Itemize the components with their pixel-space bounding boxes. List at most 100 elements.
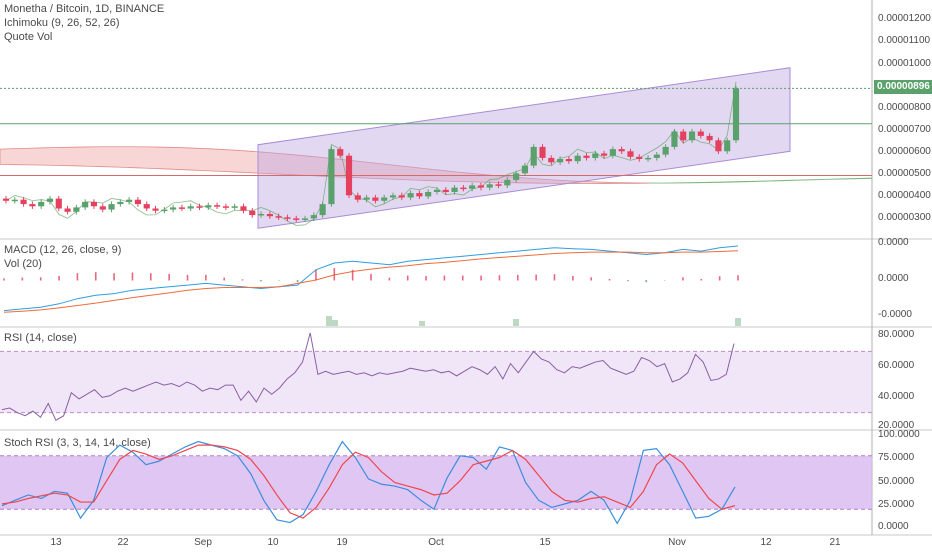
candle-body [73,207,80,212]
candle-body [451,187,458,192]
macd-histogram-bar [443,275,446,281]
regression-channel [257,67,791,229]
price-tick-label: 0.00000300 [878,212,931,223]
candle-body [143,204,150,209]
macd-histogram-bar [627,280,629,282]
price-tick-label: 0.00001100 [878,35,931,46]
stoch-tick-label: 100.0000 [878,429,920,440]
macd-histogram-bar [590,277,592,281]
candle-body [521,165,528,174]
candle-body [600,153,608,156]
candle-body [389,195,397,198]
candle-body [319,204,326,216]
macd-histogram-bar [168,273,170,281]
candle-body [108,204,115,210]
candle-body [354,195,361,200]
candle-body [530,146,537,166]
candle-body [117,201,124,205]
candle-body [504,179,511,186]
macd-histogram-bar [205,274,207,281]
candle-body [293,218,300,220]
candle-body [20,199,27,205]
candle-body [495,184,502,186]
macd-histogram-bar [131,272,134,281]
candle-body [539,146,546,158]
symbol-title: Monetha / Bitcoin, 1D, BINANCE [4,3,165,15]
macd-histogram-bar [113,273,115,281]
x-tick-label: 21 [829,537,841,548]
stoch-band [0,455,872,510]
macd-histogram-bar [406,275,409,281]
candle-body [460,187,467,190]
candle-body [178,207,185,209]
x-tick-label: 10 [267,537,279,548]
candle-body [688,131,696,141]
x-tick-label: Sep [194,537,212,548]
candle-body [231,206,238,208]
candle-body [214,205,221,207]
macd-histogram-bar [663,280,666,281]
candle-body [249,210,256,216]
x-tick-label: 13 [50,537,62,548]
candle-body [609,149,616,156]
candle-body [337,149,344,156]
rsi-band [0,351,872,413]
macd-histogram-bar [223,277,225,281]
candle-body [99,206,106,210]
candle-body [152,208,159,211]
candle-body [301,218,309,220]
macd-histogram-bar [58,275,60,281]
candle-body [372,197,379,201]
macd-histogram-bar [333,268,336,281]
macd-histogram-bar [572,275,574,281]
macd-histogram-bar [461,275,464,281]
candle-body [134,199,142,205]
ichimoku-legend: Ichimoku (9, 26, 52, 26) [4,17,120,29]
macd-histogram-bar [186,274,189,281]
macd-histogram-bar [535,274,537,281]
macd-histogram-bar [296,280,299,283]
macd-histogram-bar [39,277,42,281]
rsi-tick-label: 40.0000 [878,391,915,402]
macd-histogram-bar [608,278,611,281]
stoch-series-line [1,444,736,519]
candle-body [196,206,203,208]
candle-body [644,157,652,160]
rsi-tick-label: 60.0000 [878,360,915,371]
candle-body [442,189,449,192]
ichimoku-cloud-bullish [649,177,873,184]
last-price-badge: 0.00000896 [874,80,932,94]
candle-body [126,199,133,202]
stoch-tick-label: 0.0000 [878,521,909,532]
x-tick-label: Nov [668,537,686,548]
macd-histogram-bar [370,273,372,281]
macd-histogram-bar [645,280,648,283]
candle-body [697,131,704,136]
macd-histogram-bar [351,269,354,281]
candle-body [477,185,485,188]
x-tick-label: 15 [539,537,551,548]
stoch-series-line [1,440,736,525]
macd-histogram-bar [150,273,152,281]
candle-body [407,193,414,198]
candle-body [2,198,10,201]
rsi-tick-label: 20.0000 [878,420,915,431]
macd-histogram-bar [241,279,244,281]
candle-body [266,214,273,217]
x-tick-label: 12 [760,537,772,548]
volume-bar [326,316,332,326]
candle-body [284,217,291,219]
candle-body [29,204,36,207]
macd-tick-label: 0.0000 [878,273,909,284]
macd-histogram-bar [3,278,5,281]
macd-histogram-bar [94,272,97,281]
rsi-tick-label: 80.0000 [878,329,915,340]
candle-body [170,207,177,210]
candle-body [11,199,18,202]
candle-body [653,154,660,158]
volume-bar [419,321,425,326]
price-tick-label: 0.00000600 [878,146,931,157]
candle-body [425,192,432,197]
